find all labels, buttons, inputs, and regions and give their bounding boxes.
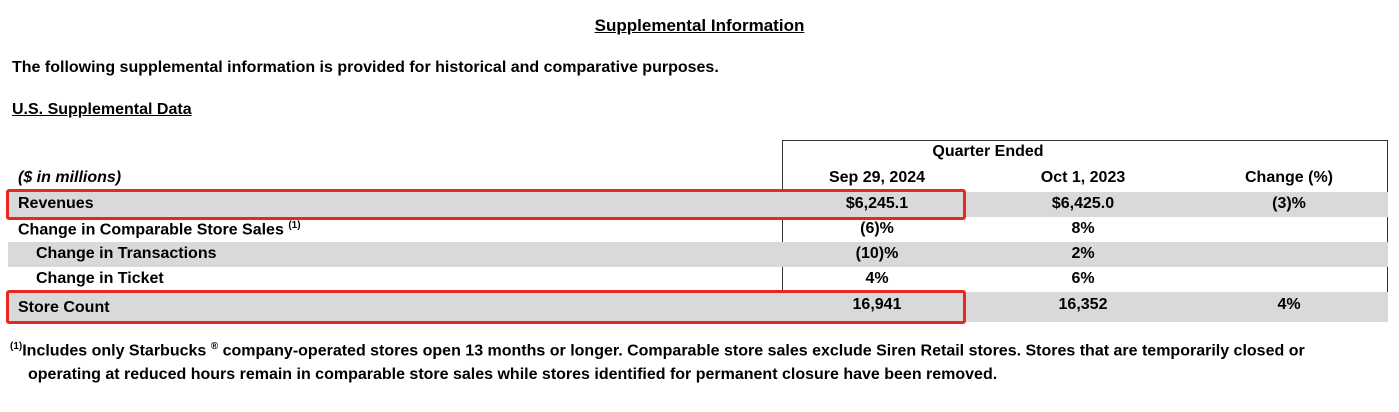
cell-oct-2023: 8% [1071, 220, 1095, 237]
highlight-box-store-count [6, 290, 966, 324]
quarter-ended-header: Quarter Ended [932, 143, 1044, 160]
units-label: ($ in millions) [18, 169, 122, 186]
row-label: Revenues [18, 195, 94, 212]
table-row-comparable-sales: Change in Comparable Store Sales (1) (6)… [8, 217, 1388, 242]
cell-sep-2024: 4% [865, 270, 889, 287]
row-label: Store Count [18, 299, 110, 316]
column-header-change: Change (%) [1245, 169, 1333, 186]
column-header-oct-2023: Oct 1, 2023 [1040, 169, 1126, 186]
row-label: Change in Transactions [36, 245, 217, 262]
cell-change: 4% [1277, 296, 1301, 313]
cell-oct-2023: 6% [1071, 270, 1095, 287]
footnote-marker: (1) [10, 341, 23, 352]
footnote-marker: (1) [288, 220, 301, 231]
cell-change: (3)% [1272, 195, 1306, 212]
page-title: Supplemental Information [594, 16, 805, 35]
table-row-revenues: Revenues $6,245.1 $6,425.0 (3)% [8, 192, 1388, 217]
cell-sep-2024: $6,245.1 [845, 195, 909, 212]
cell-oct-2023: 2% [1071, 245, 1095, 262]
table-row-ticket: Change in Ticket 4% 6% [8, 267, 1388, 292]
cell-oct-2023: 16,352 [1058, 296, 1108, 313]
footnote-line1-start: Includes only Starbucks [22, 342, 207, 360]
row-label: Change in Comparable Store Sales (1) [18, 220, 301, 239]
cell-sep-2024: (10)% [855, 245, 899, 262]
cell-oct-2023: $6,425.0 [1051, 195, 1115, 212]
row-label-text: Change in Comparable Store Sales [18, 221, 284, 239]
footnote-line1-end: company-operated stores open 13 months o… [218, 342, 1305, 360]
highlight-box-revenues [6, 189, 966, 220]
section-heading: U.S. Supplemental Data [12, 101, 192, 118]
column-header-sep-2024: Sep 29, 2024 [828, 169, 926, 186]
cell-sep-2024: (6)% [860, 220, 894, 237]
registered-mark: ® [210, 341, 219, 352]
table-row-store-count: Store Count 16,941 16,352 4% [8, 292, 1388, 322]
footnote-line2: operating at reduced hours remain in com… [28, 366, 998, 384]
table-row-transactions: Change in Transactions (10)% 2% [8, 242, 1388, 267]
row-label: Change in Ticket [36, 270, 164, 287]
intro-text: The following supplemental information i… [12, 59, 719, 76]
footnote: (1)Includes only Starbucks ® company-ope… [10, 335, 1390, 387]
cell-sep-2024: 16,941 [852, 296, 902, 313]
